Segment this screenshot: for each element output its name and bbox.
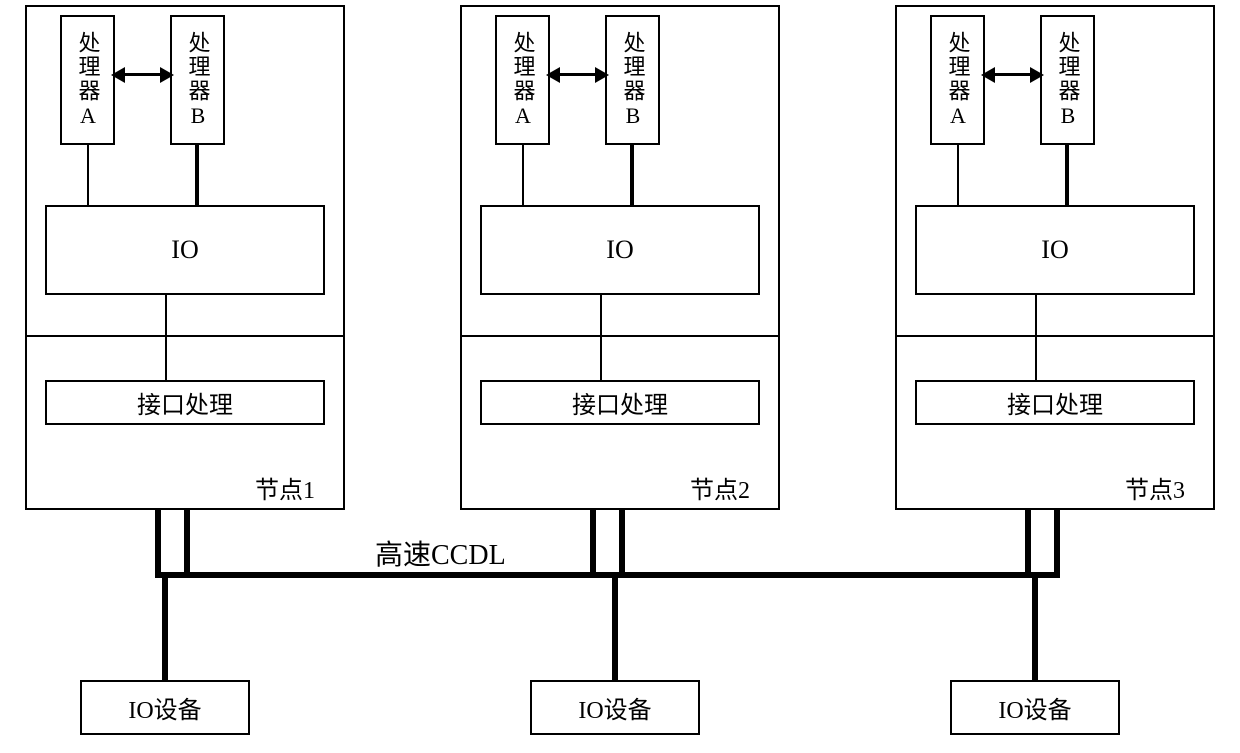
io-device-link-1: [162, 572, 168, 682]
node-label-1: 节点1: [255, 470, 315, 505]
proc-b-io-link-node3: [1065, 145, 1069, 207]
ccdl-label: 高速CCDL: [375, 533, 506, 573]
processor-b-node2: 处理器B: [605, 15, 660, 145]
interface-box-node1: 接口处理: [45, 380, 325, 425]
io-iface-link-node2: [600, 295, 602, 380]
arrow-shaft-node3: [995, 73, 1030, 76]
proc-b-io-link-node2: [630, 145, 634, 207]
io-box-node1: IO: [45, 205, 325, 295]
processor-b-node1: 处理器B: [170, 15, 225, 145]
processor-a-node1: 处理器A: [60, 15, 115, 145]
arrow-left-node2: [546, 67, 560, 83]
arrow-left-node1: [111, 67, 125, 83]
proc-a-io-link-node3: [957, 145, 959, 207]
proc-a-io-link-node1: [87, 145, 89, 207]
arrow-right-node2: [595, 67, 609, 83]
arrow-right-node1: [160, 67, 174, 83]
io-device-1: IO设备: [80, 680, 250, 735]
io-iface-link-node1: [165, 295, 167, 380]
arrow-right-node3: [1030, 67, 1044, 83]
diagram-canvas: 处理器A 处理器B IO 接口处理节点1 处理器A 处理器B IO 接口处理节点2 处理器A 处理…: [0, 0, 1240, 753]
io-device-link-2: [612, 572, 618, 682]
io-iface-link-node3: [1035, 295, 1037, 380]
io-box-node3: IO: [915, 205, 1195, 295]
node-divider-3: [895, 335, 1215, 337]
node-divider-2: [460, 335, 780, 337]
processor-b-node3: 处理器B: [1040, 15, 1095, 145]
arrow-shaft-node2: [560, 73, 595, 76]
io-device-3: IO设备: [950, 680, 1120, 735]
io-device-link-3: [1032, 572, 1038, 682]
io-device-2: IO设备: [530, 680, 700, 735]
proc-b-io-link-node1: [195, 145, 199, 207]
interface-box-node2: 接口处理: [480, 380, 760, 425]
arrow-left-node3: [981, 67, 995, 83]
processor-a-node3: 处理器A: [930, 15, 985, 145]
ccdl-bus: [155, 572, 1060, 578]
interface-box-node3: 接口处理: [915, 380, 1195, 425]
node-divider-1: [25, 335, 345, 337]
processor-a-node2: 处理器A: [495, 15, 550, 145]
node-label-2: 节点2: [690, 470, 750, 505]
arrow-shaft-node1: [125, 73, 160, 76]
io-box-node2: IO: [480, 205, 760, 295]
proc-a-io-link-node2: [522, 145, 524, 207]
node-label-3: 节点3: [1125, 470, 1185, 505]
